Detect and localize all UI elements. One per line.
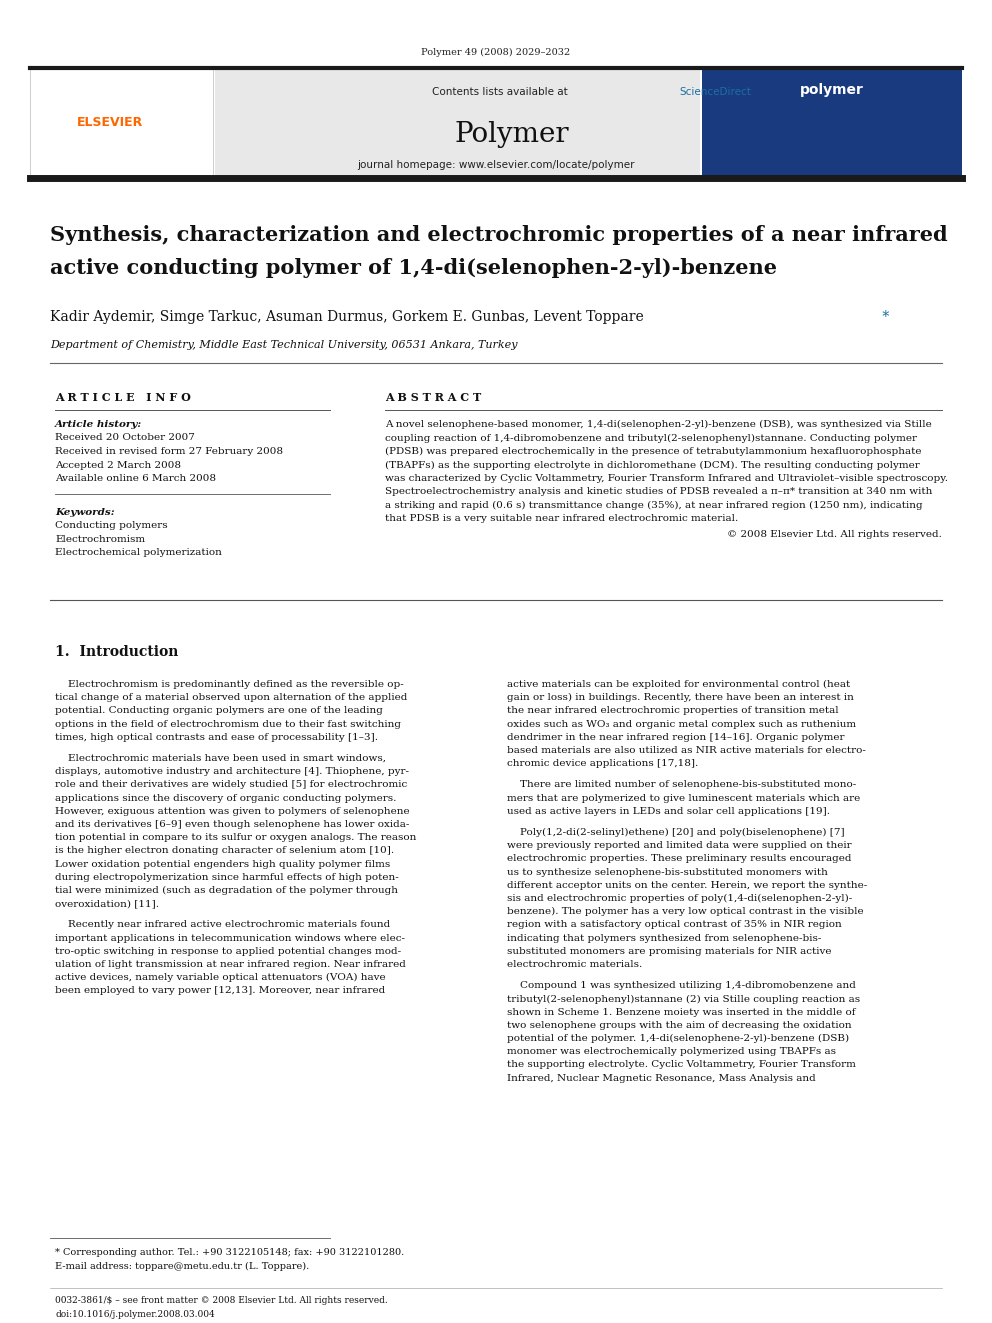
Text: Received 20 October 2007: Received 20 October 2007 — [55, 434, 194, 442]
Text: (TBAPFs) as the supporting electrolyte in dichloromethane (DCM). The resulting c: (TBAPFs) as the supporting electrolyte i… — [385, 460, 920, 470]
Text: that PDSB is a very suitable near infrared electrochromic material.: that PDSB is a very suitable near infrar… — [385, 515, 738, 524]
Text: based materials are also utilized as NIR active materials for electro-: based materials are also utilized as NIR… — [507, 746, 866, 755]
Text: were previously reported and limited data were supplied on their: were previously reported and limited dat… — [507, 841, 851, 851]
Text: *: * — [878, 310, 890, 324]
Text: Available online 6 March 2008: Available online 6 March 2008 — [55, 474, 216, 483]
Text: Synthesis, characterization and electrochromic properties of a near infrared: Synthesis, characterization and electroc… — [50, 225, 947, 245]
Text: two selenophene groups with the aim of decreasing the oxidation: two selenophene groups with the aim of d… — [507, 1021, 851, 1029]
Text: Department of Chemistry, Middle East Technical University, 06531 Ankara, Turkey: Department of Chemistry, Middle East Tec… — [50, 340, 518, 351]
Text: doi:10.1016/j.polymer.2008.03.004: doi:10.1016/j.polymer.2008.03.004 — [55, 1310, 214, 1319]
Text: different acceptor units on the center. Herein, we report the synthe-: different acceptor units on the center. … — [507, 881, 867, 890]
Text: role and their derivatives are widely studied [5] for electrochromic: role and their derivatives are widely st… — [55, 781, 408, 790]
Text: (PDSB) was prepared electrochemically in the presence of tetrabutylammonium hexa: (PDSB) was prepared electrochemically in… — [385, 447, 922, 456]
Text: ELSEVIER: ELSEVIER — [76, 115, 143, 128]
Text: ScienceDirect: ScienceDirect — [680, 87, 751, 97]
Text: displays, automotive industry and architecture [4]. Thiophene, pyr-: displays, automotive industry and archit… — [55, 767, 409, 777]
Text: potential of the polymer. 1,4-di(selenophene-2-yl)-benzene (DSB): potential of the polymer. 1,4-di(selenop… — [507, 1035, 849, 1043]
Text: applications since the discovery of organic conducting polymers.: applications since the discovery of orga… — [55, 794, 397, 803]
Text: Poly(1,2-di(2-selinyl)ethene) [20] and poly(biselenophene) [7]: Poly(1,2-di(2-selinyl)ethene) [20] and p… — [507, 828, 844, 837]
Text: dendrimer in the near infrared region [14–16]. Organic polymer: dendrimer in the near infrared region [1… — [507, 733, 844, 742]
Text: times, high optical contrasts and ease of processability [1–3].: times, high optical contrasts and ease o… — [55, 733, 378, 742]
Text: the near infrared electrochromic properties of transition metal: the near infrared electrochromic propert… — [507, 706, 838, 716]
Text: us to synthesize selenophene-bis-substituted monomers with: us to synthesize selenophene-bis-substit… — [507, 868, 828, 877]
Text: A R T I C L E   I N F O: A R T I C L E I N F O — [55, 392, 190, 404]
Text: There are limited number of selenophene-bis-substituted mono-: There are limited number of selenophene-… — [507, 781, 856, 790]
Text: important applications in telecommunication windows where elec-: important applications in telecommunicat… — [55, 934, 405, 942]
Bar — [702, 67, 962, 179]
Text: Keywords:: Keywords: — [55, 508, 115, 517]
Text: journal homepage: www.elsevier.com/locate/polymer: journal homepage: www.elsevier.com/locat… — [357, 160, 635, 169]
Text: Electrochromism is predominantly defined as the reversible op-: Electrochromism is predominantly defined… — [55, 680, 404, 689]
Bar — [215, 67, 700, 179]
Text: active materials can be exploited for environmental control (heat: active materials can be exploited for en… — [507, 680, 850, 689]
Text: Electrochemical polymerization: Electrochemical polymerization — [55, 548, 222, 557]
Text: Electrochromic materials have been used in smart windows,: Electrochromic materials have been used … — [55, 754, 386, 763]
Text: tion potential in compare to its sulfur or oxygen analogs. The reason: tion potential in compare to its sulfur … — [55, 833, 417, 843]
Text: Infrared, Nuclear Magnetic Resonance, Mass Analysis and: Infrared, Nuclear Magnetic Resonance, Ma… — [507, 1073, 815, 1082]
Text: Spectroelectrochemistry analysis and kinetic studies of PDSB revealed a π–π* tra: Spectroelectrochemistry analysis and kin… — [385, 487, 932, 496]
Text: Electrochromism: Electrochromism — [55, 534, 145, 544]
Text: mers that are polymerized to give luminescent materials which are: mers that are polymerized to give lumine… — [507, 794, 860, 803]
Text: Lower oxidation potential engenders high quality polymer films: Lower oxidation potential engenders high… — [55, 860, 390, 869]
Text: tial were minimized (such as degradation of the polymer through: tial were minimized (such as degradation… — [55, 886, 398, 896]
Text: Compound 1 was synthesized utilizing 1,4-dibromobenzene and: Compound 1 was synthesized utilizing 1,4… — [507, 982, 856, 990]
Text: during electropolymerization since harmful effects of high poten-: during electropolymerization since harmf… — [55, 873, 399, 882]
Text: Conducting polymers: Conducting polymers — [55, 521, 168, 531]
Text: Recently near infrared active electrochromic materials found: Recently near infrared active electrochr… — [55, 921, 390, 929]
Text: been employed to vary power [12,13]. Moreover, near infrared: been employed to vary power [12,13]. Mor… — [55, 987, 385, 995]
Text: substituted monomers are promising materials for NIR active: substituted monomers are promising mater… — [507, 947, 831, 955]
Text: Accepted 2 March 2008: Accepted 2 March 2008 — [55, 460, 181, 470]
Text: tical change of a material observed upon alternation of the applied: tical change of a material observed upon… — [55, 693, 408, 703]
Text: the supporting electrolyte. Cyclic Voltammetry, Fourier Transform: the supporting electrolyte. Cyclic Volta… — [507, 1061, 856, 1069]
Text: shown in Scheme 1. Benzene moiety was inserted in the middle of: shown in Scheme 1. Benzene moiety was in… — [507, 1008, 855, 1016]
Text: Received in revised form 27 February 2008: Received in revised form 27 February 200… — [55, 447, 283, 456]
Text: a striking and rapid (0.6 s) transmittance change (35%), at near infrared region: a striking and rapid (0.6 s) transmittan… — [385, 501, 923, 511]
Text: electrochromic materials.: electrochromic materials. — [507, 960, 642, 968]
Text: oxides such as WO₃ and organic metal complex such as ruthenium: oxides such as WO₃ and organic metal com… — [507, 720, 856, 729]
Text: monomer was electrochemically polymerized using TBAPFs as: monomer was electrochemically polymerize… — [507, 1048, 836, 1056]
Text: region with a satisfactory optical contrast of 35% in NIR region: region with a satisfactory optical contr… — [507, 921, 842, 929]
Text: options in the field of electrochromism due to their fast switching: options in the field of electrochromism … — [55, 720, 401, 729]
Text: Article history:: Article history: — [55, 419, 142, 429]
Text: was characterized by Cyclic Voltammetry, Fourier Transform Infrared and Ultravio: was characterized by Cyclic Voltammetry,… — [385, 474, 948, 483]
Text: polymer: polymer — [801, 83, 864, 97]
Text: Contents lists available at: Contents lists available at — [432, 87, 570, 97]
Text: benzene). The polymer has a very low optical contrast in the visible: benzene). The polymer has a very low opt… — [507, 908, 864, 917]
Text: However, exiguous attention was given to polymers of selenophene: However, exiguous attention was given to… — [55, 807, 410, 816]
Text: Polymer 49 (2008) 2029–2032: Polymer 49 (2008) 2029–2032 — [422, 48, 570, 57]
Text: chromic device applications [17,18].: chromic device applications [17,18]. — [507, 759, 698, 769]
Text: is the higher electron donating character of selenium atom [10].: is the higher electron donating characte… — [55, 847, 394, 856]
Text: tributyl(2-selenophenyl)stannane (2) via Stille coupling reaction as: tributyl(2-selenophenyl)stannane (2) via… — [507, 995, 860, 1004]
Text: tro-optic switching in response to applied potential changes mod-: tro-optic switching in response to appli… — [55, 947, 401, 955]
Text: A B S T R A C T: A B S T R A C T — [385, 392, 481, 404]
Text: and its derivatives [6–9] even though selenophene has lower oxida-: and its derivatives [6–9] even though se… — [55, 820, 410, 830]
Text: sis and electrochromic properties of poly(1,4-di(selenophen-2-yl)-: sis and electrochromic properties of pol… — [507, 894, 852, 904]
Text: used as active layers in LEDs and solar cell applications [19].: used as active layers in LEDs and solar … — [507, 807, 830, 816]
Text: potential. Conducting organic polymers are one of the leading: potential. Conducting organic polymers a… — [55, 706, 383, 716]
Text: electrochromic properties. These preliminary results encouraged: electrochromic properties. These prelimi… — [507, 855, 851, 864]
Text: active conducting polymer of 1,4-di(selenophen-2-yl)-benzene: active conducting polymer of 1,4-di(sele… — [50, 258, 777, 278]
Text: 0032-3861/$ – see front matter © 2008 Elsevier Ltd. All rights reserved.: 0032-3861/$ – see front matter © 2008 El… — [55, 1297, 388, 1304]
Text: © 2008 Elsevier Ltd. All rights reserved.: © 2008 Elsevier Ltd. All rights reserved… — [727, 531, 942, 538]
Text: * Corresponding author. Tel.: +90 3122105148; fax: +90 3122101280.: * Corresponding author. Tel.: +90 312210… — [55, 1248, 405, 1257]
Text: active devices, namely variable optical attenuators (VOA) have: active devices, namely variable optical … — [55, 974, 386, 982]
Text: overoxidation) [11].: overoxidation) [11]. — [55, 900, 159, 908]
Bar — [30, 67, 213, 179]
Text: E-mail address: toppare@metu.edu.tr (L. Toppare).: E-mail address: toppare@metu.edu.tr (L. … — [55, 1262, 310, 1271]
Text: gain or loss) in buildings. Recently, there have been an interest in: gain or loss) in buildings. Recently, th… — [507, 693, 854, 703]
Text: ulation of light transmission at near infrared region. Near infrared: ulation of light transmission at near in… — [55, 960, 406, 968]
Text: Polymer: Polymer — [454, 122, 569, 148]
Text: A novel selenophene-based monomer, 1,4-di(selenophen-2-yl)-benzene (DSB), was sy: A novel selenophene-based monomer, 1,4-d… — [385, 419, 931, 429]
Text: coupling reaction of 1,4-dibromobenzene and tributyl(2-selenophenyl)stannane. Co: coupling reaction of 1,4-dibromobenzene … — [385, 434, 917, 443]
Text: 1.  Introduction: 1. Introduction — [55, 646, 179, 659]
Text: Kadir Aydemir, Simge Tarkuc, Asuman Durmus, Gorkem E. Gunbas, Levent Toppare: Kadir Aydemir, Simge Tarkuc, Asuman Durm… — [50, 310, 644, 324]
Text: indicating that polymers synthesized from selenophene-bis-: indicating that polymers synthesized fro… — [507, 934, 821, 942]
